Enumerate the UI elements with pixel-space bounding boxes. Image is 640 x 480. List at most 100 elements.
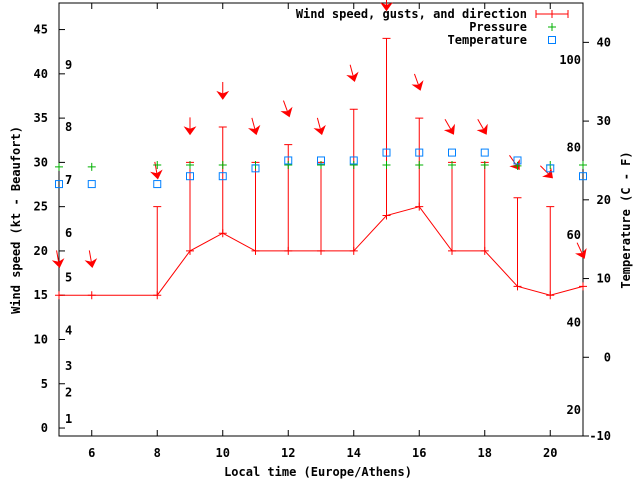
wind-direction-arrow bbox=[183, 117, 197, 136]
chart-marks bbox=[51, 0, 587, 300]
y-tick-label: 10 bbox=[34, 332, 48, 346]
wind-direction-arrow bbox=[150, 161, 163, 180]
legend-label-pressure: Pressure bbox=[469, 20, 527, 34]
y2-tick-label: -10 bbox=[589, 429, 611, 443]
wind-direction-arrow bbox=[380, 0, 393, 12]
temperature-point bbox=[415, 148, 424, 157]
y2-tick-label: 40 bbox=[597, 35, 611, 49]
beaufort-label: 7 bbox=[65, 173, 72, 187]
wind-speed-line bbox=[59, 206, 584, 296]
wind-direction-arrow bbox=[280, 100, 293, 118]
gust-errorbar bbox=[382, 37, 391, 216]
pressure-point bbox=[513, 161, 522, 170]
pressure-point bbox=[218, 161, 227, 170]
y2-axis-label: Temperature (C - F) bbox=[619, 151, 633, 288]
arrow-head bbox=[380, 2, 393, 12]
pressure-point bbox=[480, 161, 489, 170]
y-tick-label: 40 bbox=[34, 67, 48, 81]
x-tick-label: 20 bbox=[543, 446, 557, 460]
beaufort-label: 1 bbox=[65, 412, 72, 426]
y-tick-label: 35 bbox=[34, 111, 48, 125]
temperature-point bbox=[349, 156, 358, 165]
wind-direction-arrow bbox=[313, 117, 326, 136]
legend: Wind speed, gusts, and direction Pressur… bbox=[296, 7, 569, 47]
legend-label-wind: Wind speed, gusts, and direction bbox=[296, 7, 527, 21]
temperature-point bbox=[87, 180, 96, 189]
arrow-head bbox=[216, 90, 230, 100]
y-tick-label: 5 bbox=[41, 377, 48, 391]
gust-errorbar bbox=[317, 161, 325, 251]
legend-sample-temperature bbox=[548, 36, 556, 44]
wind-direction-arrow bbox=[51, 250, 65, 269]
temperature-point bbox=[546, 164, 555, 173]
gust-errorbar bbox=[349, 108, 358, 251]
wind-speed-point bbox=[87, 291, 96, 300]
temperature-point bbox=[284, 156, 293, 165]
y-tick-label: 30 bbox=[34, 155, 48, 169]
legend-sample-wind bbox=[535, 10, 569, 18]
wind-direction-arrow bbox=[247, 117, 261, 136]
gust-errorbar bbox=[153, 206, 162, 296]
pressure-point bbox=[186, 161, 194, 170]
fahrenheit-label: 100 bbox=[559, 53, 581, 67]
fahrenheit-label: 80 bbox=[567, 140, 581, 154]
y-tick-label: 0 bbox=[41, 421, 48, 435]
wind-direction-arrow bbox=[575, 242, 587, 259]
arrow-head bbox=[51, 258, 65, 269]
pressure-point bbox=[153, 161, 162, 170]
temperature-point bbox=[251, 164, 260, 173]
gust-errorbar bbox=[546, 206, 555, 296]
pressure-point bbox=[87, 162, 96, 171]
y2-tick-label: 20 bbox=[597, 193, 611, 207]
y-tick-label: 15 bbox=[34, 288, 48, 302]
temperature-point bbox=[513, 156, 522, 165]
gust-errorbar bbox=[448, 161, 456, 251]
wind-direction-arrow bbox=[346, 64, 359, 82]
arrow-head bbox=[411, 80, 424, 91]
fahrenheit-label: 20 bbox=[567, 403, 581, 417]
x-tick-label: 10 bbox=[216, 446, 230, 460]
wind-direction-arrow bbox=[216, 81, 230, 100]
gust-errorbar bbox=[251, 161, 260, 251]
temperature-point bbox=[55, 180, 63, 189]
arrow-head bbox=[476, 123, 488, 135]
axes: 6 8 10 12 14 16 18 20051015202530354045-1001020… bbox=[34, 2, 611, 460]
temperature-point bbox=[317, 156, 325, 165]
gust-errorbar bbox=[186, 161, 194, 251]
arrow-head bbox=[150, 169, 163, 180]
arrow-head bbox=[280, 106, 293, 118]
pressure-point bbox=[448, 161, 456, 170]
wind-direction-arrow bbox=[443, 119, 455, 135]
beaufort-label: 8 bbox=[65, 120, 72, 134]
arrow-head bbox=[183, 126, 197, 136]
pressure-point bbox=[317, 161, 325, 170]
y2-tick-label: 10 bbox=[597, 272, 611, 286]
wind-speed-point bbox=[579, 282, 587, 291]
x-tick-label: 16 bbox=[412, 446, 426, 460]
pressure-point bbox=[284, 161, 293, 170]
arrow-head bbox=[247, 124, 261, 136]
arrow-head bbox=[313, 124, 326, 136]
temperature-point bbox=[448, 148, 456, 157]
x-tick-label: 18 bbox=[478, 446, 492, 460]
temperature-point bbox=[480, 148, 489, 157]
x-axis-label: Local time (Europe/Athens) bbox=[224, 465, 412, 479]
y2-tick-label: 30 bbox=[597, 114, 611, 128]
fahrenheit-label: 40 bbox=[567, 315, 581, 329]
gust-errorbar bbox=[284, 144, 293, 251]
wind-direction-arrow bbox=[84, 250, 98, 269]
arrow-head bbox=[443, 123, 455, 135]
y2-tick-label: 0 bbox=[604, 350, 611, 364]
pressure-point bbox=[55, 162, 63, 171]
legend-sample-pressure bbox=[548, 23, 556, 31]
x-tick-label: 12 bbox=[281, 446, 295, 460]
temperature-point bbox=[186, 172, 194, 181]
beaufort-label: 4 bbox=[65, 324, 72, 338]
wind-speed-point bbox=[55, 291, 63, 300]
pressure-point bbox=[382, 161, 391, 170]
y-tick-label: 45 bbox=[34, 23, 48, 37]
temperature-point bbox=[153, 180, 162, 189]
wind-direction-arrow bbox=[411, 73, 424, 91]
beaufort-label: 6 bbox=[65, 226, 72, 240]
